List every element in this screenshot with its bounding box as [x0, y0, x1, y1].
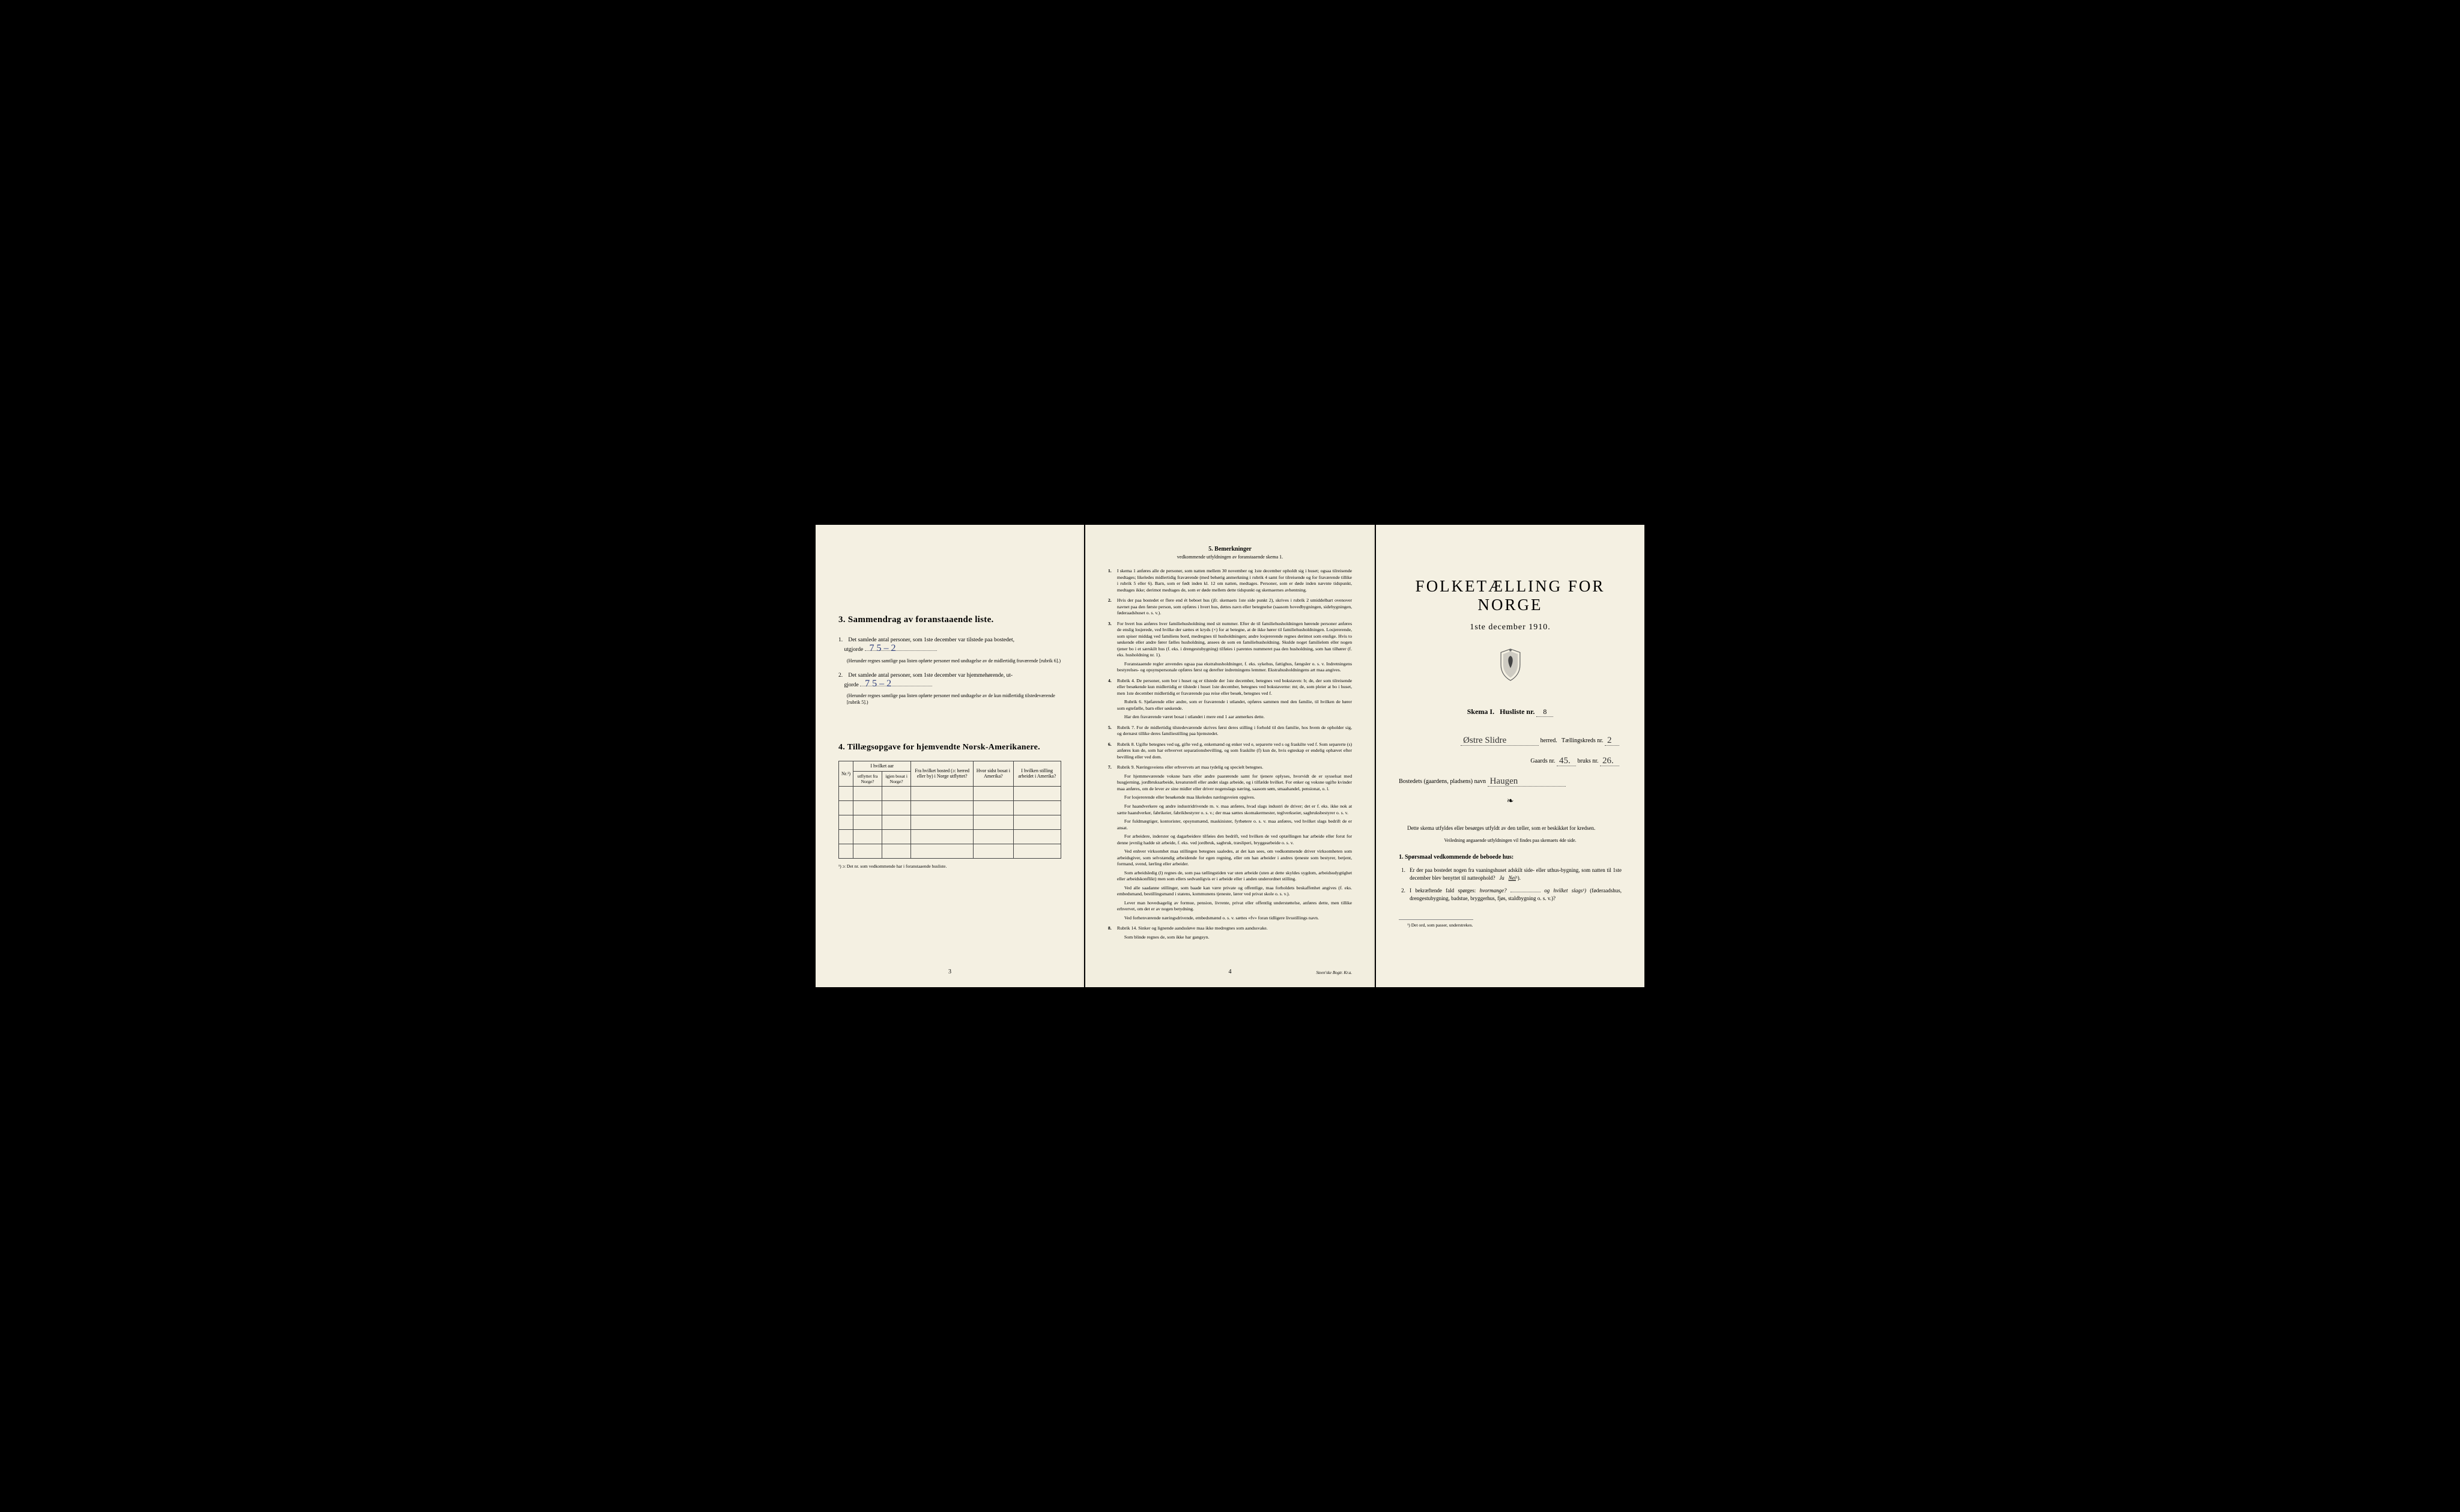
table-row — [839, 844, 1061, 858]
section-5-heading: 5. Bemerkninger — [1108, 546, 1352, 552]
husliste-nr: 8 — [1543, 707, 1547, 716]
ornament-icon: ❧ — [1399, 796, 1622, 806]
skema-label-b: Husliste nr. — [1500, 707, 1534, 716]
q1-nei: Nei — [1509, 875, 1516, 881]
bruks-value: 26. — [1600, 756, 1616, 766]
remarks-list: 1.I skema 1 anføres alle de personer, so… — [1108, 568, 1352, 940]
remark-item: 7.Rubrik 9. Næringsveiens eller erhverve… — [1108, 764, 1352, 921]
q2-text-b: hvormange? — [1480, 888, 1507, 894]
section-3: 3. Sammendrag av foranstaaende liste. 1.… — [838, 615, 1061, 706]
item-2-note: (Herunder regnes samtlige paa listen opf… — [847, 693, 1061, 706]
page-number-4: 4 — [1229, 969, 1232, 975]
remark-item: 4.Rubrik 4. De personer, som bor i huset… — [1108, 678, 1352, 721]
footnote: ¹) Det ord, som passer, understrekes. — [1399, 919, 1473, 928]
census-document: 3. Sammendrag av foranstaaende liste. 1.… — [816, 525, 1644, 987]
bosted-line: Bostedets (gaardens, pladsens) navn Haug… — [1399, 776, 1622, 787]
gaards-label: Gaards nr. — [1530, 758, 1555, 764]
table-row — [839, 829, 1061, 844]
item-2-value: 7 5 – 2 — [865, 677, 891, 691]
item-1-text-b: utgjorde — [844, 647, 864, 653]
remark-item: 5.Rubrik 7. For de midlertidig tilstedev… — [1108, 725, 1352, 737]
item-2-value-field: 7 5 – 2 — [860, 680, 932, 686]
item-1-num: 1. — [838, 636, 847, 644]
remark-item: 2.Hvis der paa bostedet er flere end ét … — [1108, 597, 1352, 617]
page-number-3: 3 — [948, 969, 951, 975]
remark-item: 3.For hvert hus anføres hver familiehush… — [1108, 621, 1352, 674]
remark-item: 1.I skema 1 anføres alle de personer, so… — [1108, 568, 1352, 593]
question-1: 1. Er der paa bostedet nogen fra vaaning… — [1399, 866, 1622, 882]
remark-item: 8.Rubrik 14. Sinker og lignende aandsslø… — [1108, 925, 1352, 940]
summary-item-2: 2. Det samlede antal personer, som 1ste … — [838, 671, 1061, 690]
q1-ja: Ja — [1499, 875, 1504, 881]
section-3-heading: 3. Sammendrag av foranstaaende liste. — [838, 615, 1061, 625]
item-1-value: 7 5 – 2 — [870, 641, 896, 656]
skema-label-a: Skema I. — [1467, 707, 1494, 716]
kreds-label: Tællingskreds nr. — [1562, 737, 1603, 744]
question-2: 2. I bekræftende fald spørges: hvormange… — [1399, 887, 1622, 903]
bosted-value: Haugen — [1488, 776, 1521, 786]
remark-item: 6.Rubrik 8. Ugifte betegnes ved ug, gift… — [1108, 742, 1352, 761]
item-1-note: (Herunder regnes samtlige paa listen opf… — [847, 658, 1061, 664]
page-4-remarks: 5. Bemerkninger vedkommende utfyldningen… — [1085, 525, 1375, 987]
supplementary-table: Nr.¹) I hvilket aar Fra hvilket bosted (… — [838, 761, 1061, 859]
q2-num: 2. — [1401, 887, 1405, 895]
table-row — [839, 786, 1061, 800]
col-year-group: I hvilket aar — [853, 761, 911, 772]
section-4-heading: 4. Tillægsopgave for hjemvendte Norsk-Am… — [838, 743, 1061, 752]
q2-text-c: og hvilket slags¹) — [1544, 888, 1586, 894]
col-where: Hvor sidst bosat i Amerika? — [974, 761, 1013, 787]
bosted-label: Bostedets (gaardens, pladsens) navn — [1399, 778, 1486, 785]
printer-mark: Steen'ske Bogtr. Kr.a. — [1316, 970, 1352, 975]
section-4: 4. Tillægsopgave for hjemvendte Norsk-Am… — [838, 743, 1061, 869]
col-nr: Nr.¹) — [839, 761, 853, 787]
q2-text-a: I bekræftende fald spørges: — [1410, 888, 1476, 894]
gaards-value: 45. — [1557, 756, 1573, 766]
intro-text-1: Dette skema utfyldes eller besørges utfy… — [1399, 824, 1622, 833]
item-2-num: 2. — [838, 671, 847, 680]
coat-of-arms-icon — [1399, 648, 1622, 686]
page-1-title: FOLKETÆLLING FOR NORGE 1ste december 191… — [1376, 525, 1644, 987]
kreds-value: 2 — [1605, 736, 1614, 745]
herred-value: Østre Slidre — [1461, 736, 1509, 745]
col-year-out: utflyttet fra Norge? — [853, 771, 882, 786]
page-3-summary: 3. Sammendrag av foranstaaende liste. 1.… — [816, 525, 1084, 987]
table-row — [839, 800, 1061, 815]
item-2-text-b: gjorde — [844, 682, 859, 688]
main-title: FOLKETÆLLING FOR NORGE — [1399, 577, 1622, 614]
q1-sup: ¹). — [1516, 875, 1521, 881]
intro-text-2: Veiledning angaaende utfyldningen vil fi… — [1399, 838, 1622, 843]
table-body — [839, 786, 1061, 858]
item-1-value-field: 7 5 – 2 — [865, 644, 937, 651]
summary-item-1: 1. Det samlede antal personer, som 1ste … — [838, 636, 1061, 655]
col-from: Fra hvilket bosted (ɔ: herred eller by) … — [911, 761, 974, 787]
questions-heading: 1. Spørsmaal vedkommende de beboede hus: — [1399, 854, 1622, 860]
bruks-label: bruks nr. — [1578, 758, 1599, 764]
herred-line: Østre Slidre herred. Tællingskreds nr. 2 — [1399, 735, 1622, 746]
q1-num: 1. — [1401, 866, 1405, 874]
footnote-wrap: ¹) Det ord, som passer, understrekes. — [1399, 907, 1622, 930]
col-job: I hvilken stilling arbeidet i Amerika? — [1013, 761, 1061, 787]
table-row — [839, 815, 1061, 829]
herred-label: herred. — [1541, 737, 1557, 744]
skema-line: Skema I. Husliste nr. 8 — [1399, 707, 1622, 717]
section-5-sub: vedkommende utfyldningen av foranstaaend… — [1108, 554, 1352, 560]
table-footnote: ¹) ɔ: Det nr. som vedkommende har i fora… — [838, 863, 1061, 869]
col-year-back: igjen bosat i Norge? — [882, 771, 911, 786]
gaard-line: Gaards nr. 45. bruks nr. 26. — [1399, 755, 1622, 766]
census-date: 1ste december 1910. — [1399, 623, 1622, 632]
